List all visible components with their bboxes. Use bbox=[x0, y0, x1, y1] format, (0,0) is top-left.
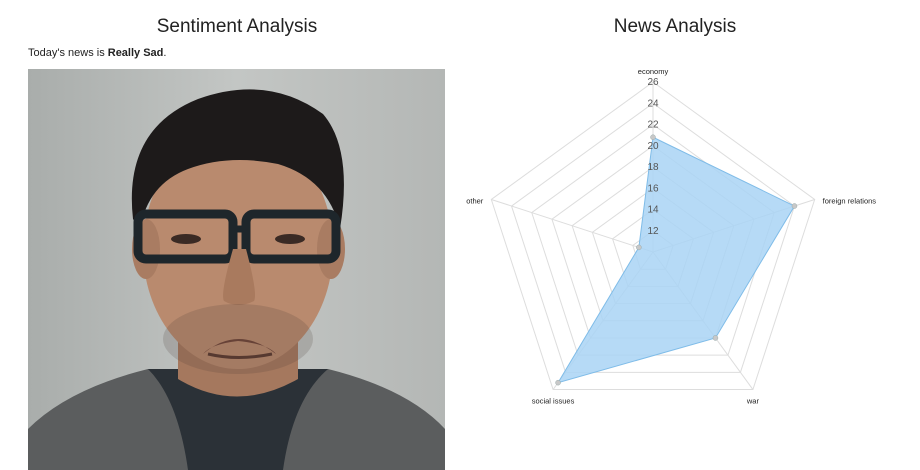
radar-point[interactable] bbox=[555, 379, 561, 386]
radar-tick-label: 20 bbox=[647, 141, 659, 152]
sentiment-title: Sentiment Analysis bbox=[156, 16, 318, 37]
radar-tick-label: 12 bbox=[647, 226, 659, 237]
radar-point[interactable] bbox=[636, 244, 642, 251]
sentiment-mood: Really Sad bbox=[107, 47, 164, 59]
radar-series-area bbox=[556, 136, 796, 384]
radar-axis-label: economy bbox=[638, 67, 669, 76]
radar-grid-ring bbox=[490, 81, 816, 391]
radar-point[interactable] bbox=[650, 134, 656, 140]
webcam-photo bbox=[28, 69, 445, 470]
radar-axis-label: war bbox=[746, 397, 760, 406]
radar-axis-label: social issues bbox=[532, 397, 575, 406]
radar-axis-label: other bbox=[466, 196, 484, 205]
sentiment-suffix: . bbox=[163, 47, 167, 59]
radar-tick-label: 22 bbox=[647, 120, 659, 131]
radar-tick-label: 14 bbox=[647, 205, 659, 216]
radar-tick-label: 24 bbox=[647, 98, 659, 109]
radar-tick-labels: 12 14 16 18 20 22 24 26 bbox=[647, 77, 659, 237]
sentiment-summary: Today's news is Really Sad. bbox=[28, 47, 166, 59]
news-radar-chart: 12 14 16 18 20 22 24 26 economy foreign relation… bbox=[466, 67, 876, 406]
sentiment-prefix: Today's news is bbox=[28, 47, 108, 59]
radar-grid-ring bbox=[510, 102, 796, 373]
radar-axis-labels: economy foreign relations war social issues… bbox=[466, 67, 876, 406]
radar-tick-label: 26 bbox=[647, 77, 659, 88]
radar-point[interactable] bbox=[712, 335, 719, 341]
radar-axis-label: foreign relations bbox=[823, 196, 877, 205]
person-photo-illustration bbox=[28, 69, 445, 470]
news-title: News Analysis bbox=[613, 16, 737, 37]
radar-tick-label: 16 bbox=[647, 183, 659, 194]
radar-series bbox=[555, 134, 798, 386]
radar-tick-label: 18 bbox=[647, 162, 659, 173]
radar-point[interactable] bbox=[791, 203, 798, 209]
radar-spoke bbox=[491, 198, 654, 253]
